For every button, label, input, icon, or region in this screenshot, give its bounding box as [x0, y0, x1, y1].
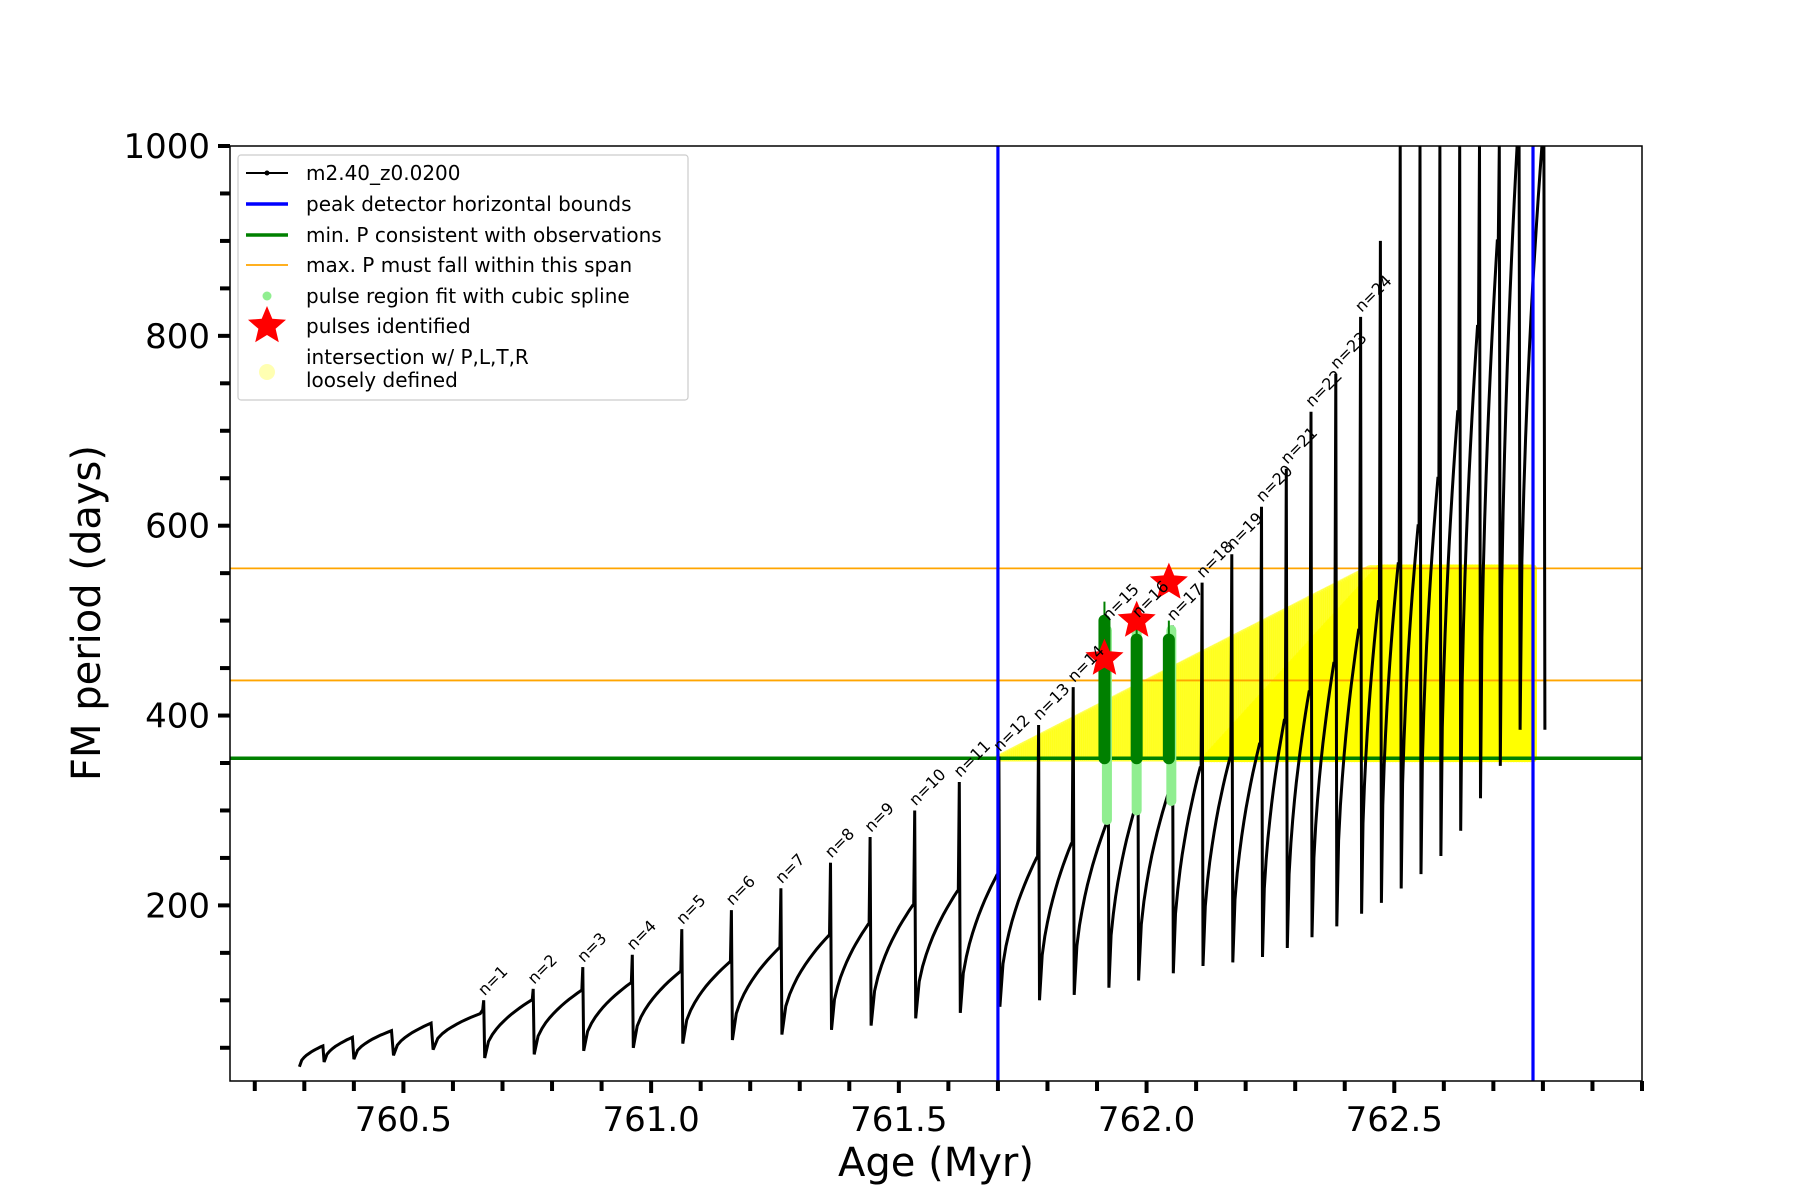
legend-label: intersection w/ P,L,T,R	[306, 345, 529, 369]
x-tick-label: 761.5	[850, 1100, 947, 1140]
series-line	[297, 146, 1547, 1068]
plot-area	[230, 146, 1642, 1081]
pulse-identified-star-1	[1085, 638, 1124, 675]
x-tick-label: 760.5	[355, 1100, 452, 1140]
x-tick-label: 762.5	[1346, 1100, 1443, 1140]
y-tick-label: 200	[145, 886, 210, 926]
legend-label: m2.40_z0.0200	[306, 161, 461, 185]
legend-star-icon	[248, 306, 286, 343]
x-axis-title: Age (Myr)	[838, 1140, 1034, 1186]
legend-label-line2: loosely defined	[306, 368, 458, 392]
legend-label: min. P consistent with observations	[306, 223, 662, 247]
y-tick-label: 800	[145, 317, 210, 357]
series-m2.40	[297, 146, 1547, 1068]
pulse-identified-star-3	[1149, 562, 1188, 599]
y-tick-label: 1000	[123, 127, 210, 167]
x-tick-label: 761.0	[602, 1100, 699, 1140]
axes: 760.5 761.0 761.5 762.0 762.5 200 400 600 800 100…	[123, 127, 1644, 1140]
legend-series-dot-icon	[264, 170, 270, 176]
pulse-identified-star-2	[1117, 600, 1156, 637]
y-tick-label: 400	[145, 697, 210, 737]
plot-frame	[229, 145, 1643, 1082]
legend-label: pulses identified	[306, 314, 471, 338]
legend-label: pulse region fit with cubic spline	[306, 284, 630, 308]
x-tick-label: 762.0	[1098, 1100, 1195, 1140]
legend-intersection-dot-icon	[259, 364, 275, 380]
legend-label: max. P must fall within this span	[306, 253, 632, 277]
y-tick-label: 600	[145, 507, 210, 547]
legend-label: peak detector horizontal bounds	[306, 192, 632, 216]
y-axis-title: FM period (days)	[64, 445, 110, 781]
legend-spline-dot-icon	[262, 291, 272, 301]
legend-box	[237, 154, 689, 401]
